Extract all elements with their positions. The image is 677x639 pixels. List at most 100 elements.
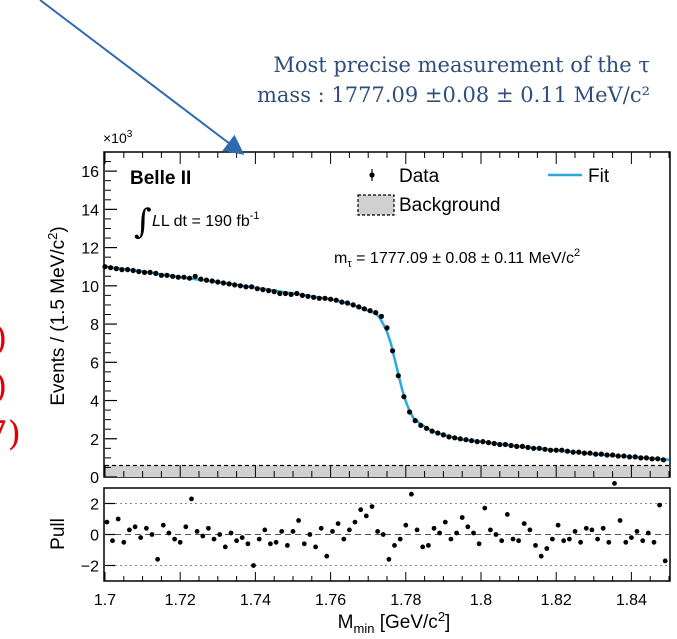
data-point [226, 281, 232, 287]
pull-point [493, 532, 499, 537]
pull-point [285, 543, 290, 548]
data-point [153, 270, 159, 276]
legend: Data Fit Background [357, 166, 610, 216]
legend-data-label: Data [399, 166, 440, 187]
data-point [559, 447, 565, 453]
data-point [519, 443, 526, 449]
pull-point [482, 505, 488, 511]
data-point [429, 428, 435, 434]
data-point [288, 291, 294, 297]
pull-point [527, 527, 533, 533]
pull-point [499, 538, 505, 544]
pull-point [183, 524, 189, 530]
data-point [136, 268, 142, 275]
data-point [660, 457, 667, 463]
pull-point [623, 539, 629, 545]
main-y-tick-label: 10 [81, 279, 99, 296]
pull-point [239, 535, 245, 540]
data-point [626, 454, 633, 460]
pull-point [121, 539, 127, 545]
side-mark-3: 7) [0, 414, 21, 454]
pull-point [330, 529, 335, 534]
pull-point [301, 541, 307, 547]
data-point [502, 441, 508, 448]
pull-point [392, 543, 397, 548]
pull-point [149, 532, 155, 537]
data-point [553, 447, 559, 453]
pull-point [567, 536, 572, 542]
data-point [108, 265, 114, 271]
data-point [446, 434, 452, 440]
pull-point [606, 539, 612, 545]
pull-point [177, 539, 183, 545]
data-point [412, 418, 418, 424]
pull-point [273, 539, 279, 545]
x-tick-label: 1.82 [541, 592, 572, 609]
pull-point [583, 525, 589, 531]
pull-point [104, 519, 110, 525]
data-point [378, 313, 384, 319]
data-point [125, 267, 131, 273]
pull-point [160, 522, 166, 528]
pull-point [200, 533, 206, 539]
pull-point [115, 516, 121, 522]
data-point [469, 438, 475, 444]
annotation-arrow [39, 0, 245, 155]
data-point [435, 430, 441, 436]
data-point [266, 288, 272, 294]
pull-point [555, 522, 561, 528]
pull-y-tick-label: 0 [90, 528, 99, 545]
data-point [141, 269, 148, 275]
data-point [632, 454, 638, 460]
pull-point [533, 543, 538, 548]
data-point [249, 284, 255, 290]
main-y-axis-label: Events / (1.5 MeV/c2) [45, 226, 69, 405]
data-point [474, 439, 480, 445]
x-axis-label: Mmin [GeV/c2] [338, 609, 451, 636]
data-point [282, 290, 289, 297]
pull-y-tick-label: −2 [81, 559, 99, 576]
data-point [203, 277, 210, 283]
data-point [638, 455, 644, 461]
main-y-tick-label: 4 [90, 394, 99, 411]
pull-point [448, 536, 454, 542]
x-tick-label: 1.72 [165, 592, 196, 609]
main-y-tick-label: 8 [90, 317, 99, 334]
pull-point [380, 532, 386, 537]
data-point [418, 422, 424, 428]
pull-point [335, 521, 341, 526]
pull-point [572, 529, 578, 534]
pull-point [504, 512, 510, 517]
pull-point [290, 529, 296, 534]
x-tick-label: 1.8 [470, 592, 492, 609]
pull-point [516, 538, 521, 544]
data-point [621, 453, 627, 459]
pull-point [126, 527, 132, 533]
pull-point [318, 525, 324, 531]
pull-point [426, 543, 431, 548]
main-y-tick-label: 14 [81, 202, 99, 219]
data-point [649, 456, 655, 462]
pull-point [561, 538, 567, 544]
pull-point [211, 536, 217, 542]
data-point [452, 435, 458, 441]
data-point [198, 276, 204, 282]
data-point [158, 272, 164, 278]
pull-point [662, 558, 668, 564]
pull-point [420, 544, 426, 550]
data-point [610, 452, 616, 458]
data-point [164, 272, 170, 278]
pull-point [538, 553, 544, 559]
annotation-line-2: mass : 1777.09 ±0.08 ± 0.11 MeV/c² [257, 83, 650, 107]
data-point [294, 290, 300, 297]
pull-point [110, 538, 115, 544]
data-point [508, 442, 514, 449]
legend-fit-label: Fit [588, 166, 610, 187]
data-point [373, 310, 379, 316]
main-y-tick-label: 12 [81, 241, 99, 258]
pull-point [166, 530, 172, 536]
data-point [491, 440, 497, 447]
pull-point [234, 538, 240, 544]
data-point [548, 447, 554, 453]
data-point [525, 444, 531, 450]
